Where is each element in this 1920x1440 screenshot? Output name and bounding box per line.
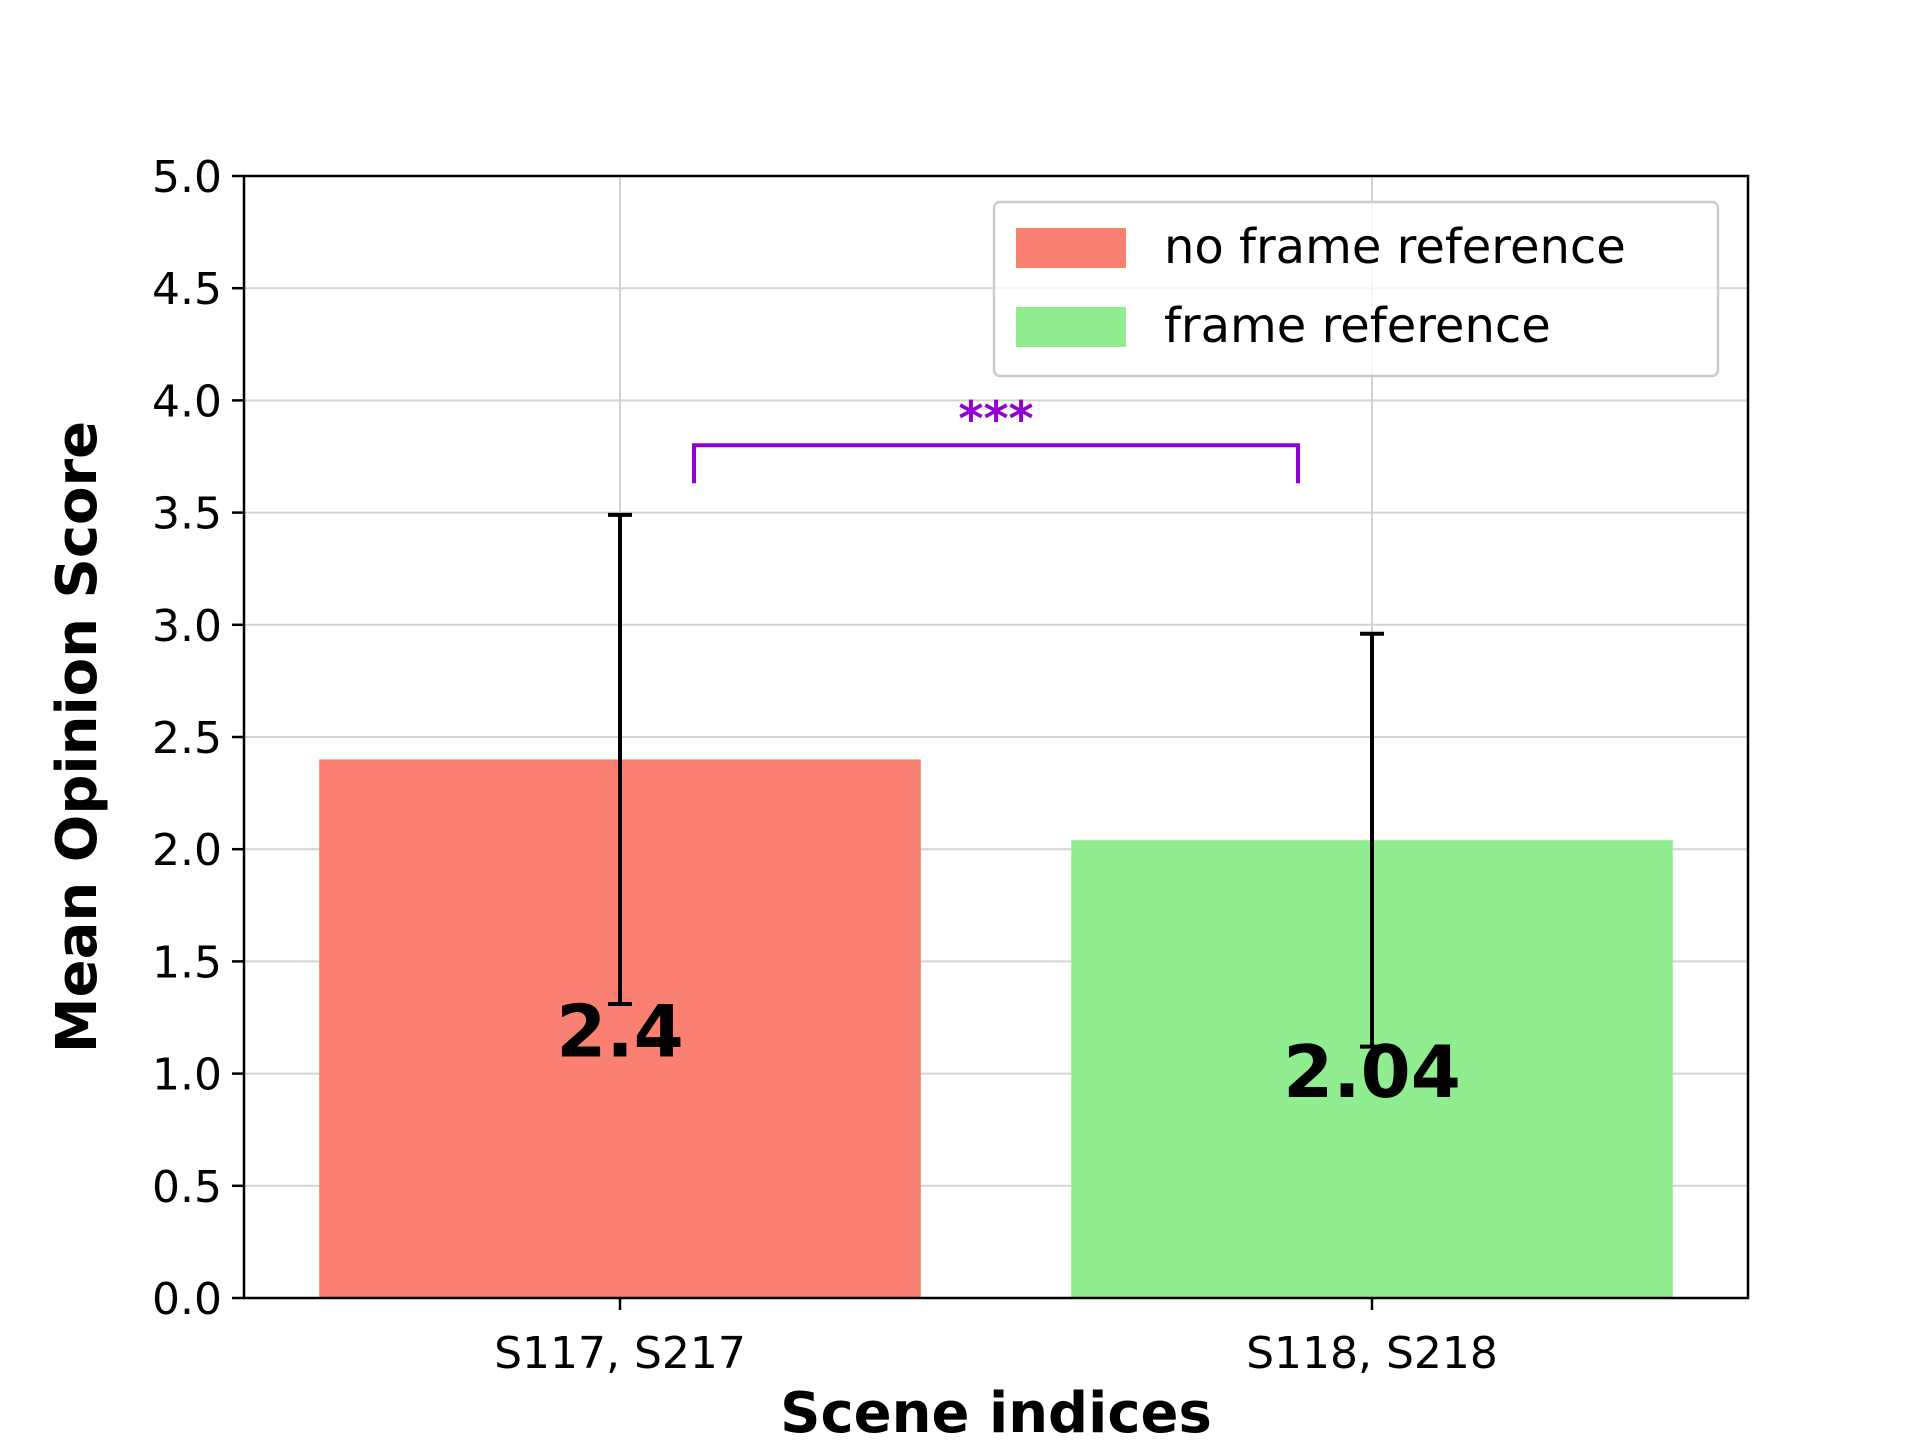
- x-axis-title: Scene indices: [780, 1381, 1212, 1440]
- legend-label-2: frame reference: [1164, 298, 1551, 354]
- x-tick-label: S117, S217: [494, 1328, 746, 1379]
- legend-box: [992, 200, 1720, 378]
- legend: no frame reference frame reference: [992, 200, 1720, 378]
- y-tick-label: 4.0: [152, 376, 222, 427]
- y-tick-label: 0.0: [152, 1274, 222, 1325]
- significance-stars: ***: [958, 391, 1033, 447]
- legend-swatch-2: [1016, 307, 1126, 347]
- y-tick-label: 3.5: [152, 489, 222, 540]
- x-tick-label: S118, S218: [1246, 1328, 1498, 1379]
- significance-bracket: ***: [692, 391, 1300, 484]
- legend-label-1: no frame reference: [1164, 219, 1626, 275]
- y-tick-label: 4.5: [152, 264, 222, 315]
- y-axis-title: Mean Opinion Score: [45, 421, 110, 1053]
- y-tick-label: 3.0: [152, 601, 222, 652]
- y-tick-label: 0.5: [152, 1162, 222, 1213]
- y-tick-label: 1.5: [152, 937, 222, 988]
- legend-swatch-1: [1016, 228, 1126, 268]
- y-tick-label: 2.0: [152, 825, 222, 876]
- error-bars: [608, 512, 1384, 1049]
- bar-value-label-1: 2.4: [556, 990, 684, 1074]
- y-tick-label: 2.5: [152, 713, 222, 764]
- y-axis-ticks: 0.0 0.5 1.0 1.5 2.0 2.5 3.0 3.5 4.0 4.5 5.0: [152, 152, 244, 1325]
- bar-value-label-2: 2.04: [1283, 1030, 1461, 1114]
- significance-bracket-line: [692, 443, 1300, 484]
- y-tick-label: 5.0: [152, 152, 222, 203]
- x-axis-ticks: S117, S217 S118, S218: [494, 1298, 1498, 1379]
- y-tick-label: 1.0: [152, 1050, 222, 1101]
- bars: [319, 759, 1673, 1298]
- bar-value-labels: 2.4 2.04: [556, 990, 1461, 1114]
